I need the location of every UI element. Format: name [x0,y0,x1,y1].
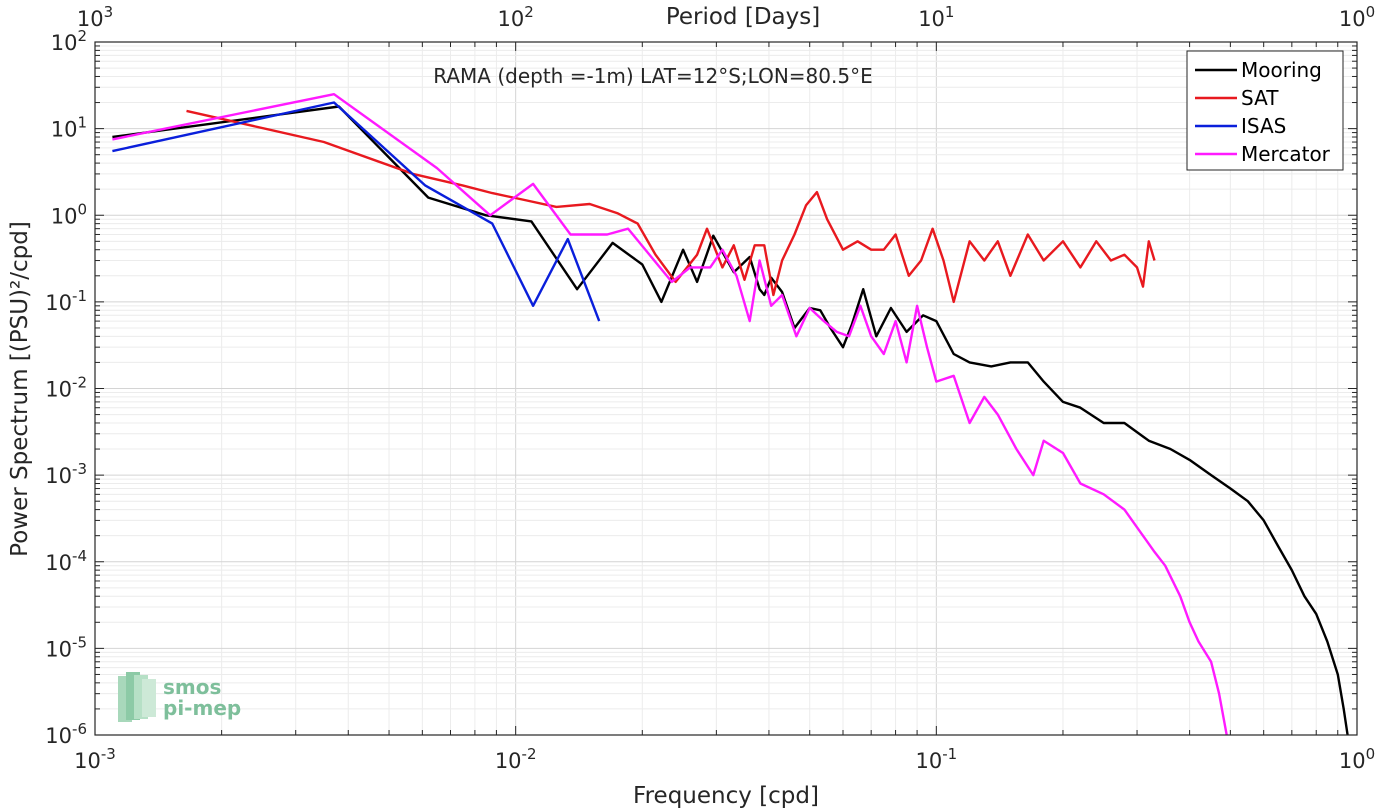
y-tick-label: 10-3 [45,460,87,488]
grid [94,42,1357,736]
y-tick-label: 100 [51,200,87,228]
series-line-mooring [112,105,1349,736]
y-axis-label: Power Spectrum [(PSU)²/cpd] [7,221,33,557]
y-tick-label: 10-2 [45,374,87,402]
chart-title: RAMA (depth =-1m) LAT=12°S;LON=80.5°E [433,64,872,88]
series-line-mercator [112,93,1228,736]
y-tick-label: 102 [51,27,87,55]
series-line-sat [186,109,1156,304]
x-tick-label: 100 [1339,745,1375,773]
legend-label: ISAS [1241,114,1286,138]
top-axis-label: Period [Days] [666,4,820,30]
top-tick-label: 103 [77,3,113,31]
top-tick-label: 102 [498,3,534,31]
logo-mark [142,679,156,717]
x-tick-label: 10-1 [915,745,957,773]
x-axis-label: Frequency [cpd] [633,783,819,809]
legend: Mooring SAT ISAS Mercator [1186,50,1344,171]
legend-label: Mooring [1241,58,1322,82]
x-tick-label: 10-3 [74,745,116,773]
series-group [112,93,1349,736]
legend-label: SAT [1241,86,1279,110]
top-tick-label: 101 [918,3,954,31]
y-tick-label: 101 [51,114,87,142]
smos-pi-mep-logo: smos pi-mep [118,672,241,722]
y-tick-label: 10-1 [45,287,87,315]
top-tick-label: 100 [1339,3,1375,31]
series-line-isas [112,101,601,322]
y-tick-label: 10-5 [45,633,87,661]
x-tick-label: 10-2 [495,745,537,773]
logo-line2: pi-mep [163,696,241,720]
logo-line1: smos [163,675,221,699]
legend-label: Mercator [1241,142,1331,166]
y-tick-label: 10-6 [45,720,87,748]
tick-marks [94,41,1358,736]
y-tick-label: 10-4 [45,547,87,575]
